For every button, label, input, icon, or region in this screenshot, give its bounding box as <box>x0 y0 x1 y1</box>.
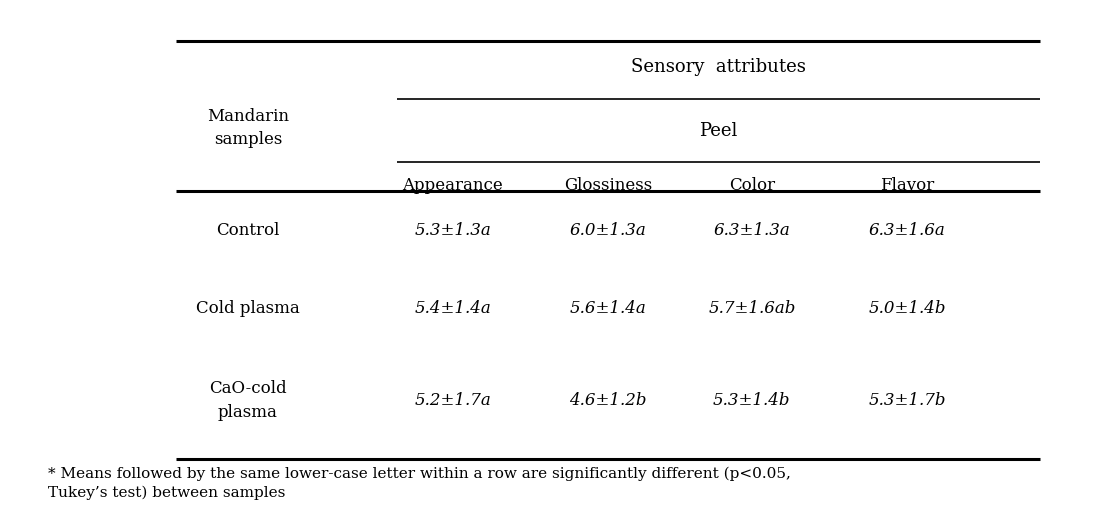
Text: Peel: Peel <box>700 122 738 139</box>
Text: 5.0±1.4b: 5.0±1.4b <box>868 299 945 317</box>
Text: 5.3±1.7b: 5.3±1.7b <box>868 392 945 409</box>
Text: 5.4±1.4a: 5.4±1.4a <box>414 299 491 317</box>
Text: Color: Color <box>729 177 775 194</box>
Text: 5.7±1.6ab: 5.7±1.6ab <box>709 299 796 317</box>
Text: 5.3±1.4b: 5.3±1.4b <box>713 392 790 409</box>
Text: Control: Control <box>217 222 279 239</box>
Text: Tukey’s test) between samples: Tukey’s test) between samples <box>48 485 286 500</box>
Text: Glossiness: Glossiness <box>564 177 652 194</box>
Text: Flavor: Flavor <box>879 177 934 194</box>
Text: CaO-cold
plasma: CaO-cold plasma <box>209 380 287 421</box>
Text: 5.2±1.7a: 5.2±1.7a <box>414 392 491 409</box>
Text: Cold plasma: Cold plasma <box>196 299 300 317</box>
Text: Mandarin
samples: Mandarin samples <box>206 108 289 148</box>
Text: 4.6±1.2b: 4.6±1.2b <box>569 392 646 409</box>
Text: 5.6±1.4a: 5.6±1.4a <box>569 299 646 317</box>
Text: 6.3±1.6a: 6.3±1.6a <box>868 222 945 239</box>
Text: 5.3±1.3a: 5.3±1.3a <box>414 222 491 239</box>
Text: Appearance: Appearance <box>403 177 503 194</box>
Text: 6.3±1.3a: 6.3±1.3a <box>713 222 790 239</box>
Text: * Means followed by the same lower-case letter within a row are significantly di: * Means followed by the same lower-case … <box>48 467 791 481</box>
Text: Sensory  attributes: Sensory attributes <box>632 59 806 76</box>
Text: 6.0±1.3a: 6.0±1.3a <box>569 222 646 239</box>
